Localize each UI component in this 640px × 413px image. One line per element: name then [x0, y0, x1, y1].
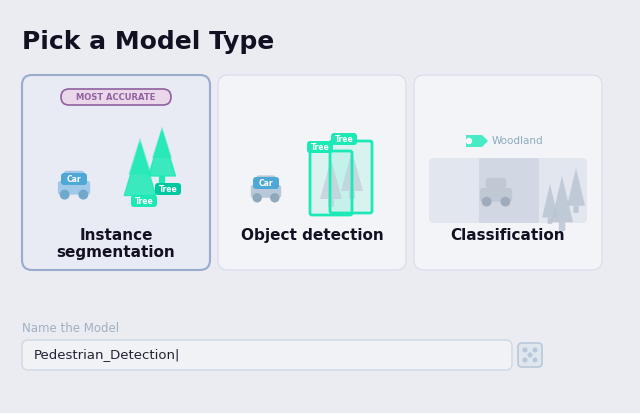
Text: Pick a Model Type: Pick a Model Type [22, 30, 275, 54]
Polygon shape [320, 159, 342, 199]
Text: Tree: Tree [335, 135, 353, 143]
Circle shape [79, 190, 88, 199]
Circle shape [501, 197, 509, 206]
Polygon shape [124, 143, 156, 195]
Polygon shape [152, 126, 172, 158]
FancyBboxPatch shape [486, 178, 506, 188]
Circle shape [271, 194, 279, 202]
FancyBboxPatch shape [307, 141, 333, 153]
Text: Pedestrian_Detection|: Pedestrian_Detection| [34, 349, 180, 361]
FancyBboxPatch shape [61, 173, 87, 185]
Text: Car: Car [259, 178, 273, 188]
FancyBboxPatch shape [257, 176, 276, 185]
Text: MOST ACCURATE: MOST ACCURATE [76, 93, 156, 102]
Polygon shape [341, 151, 363, 191]
FancyBboxPatch shape [155, 183, 181, 195]
Circle shape [524, 358, 527, 362]
Circle shape [467, 138, 472, 143]
FancyBboxPatch shape [64, 171, 84, 181]
FancyBboxPatch shape [349, 191, 355, 199]
Text: Car: Car [67, 175, 81, 183]
FancyBboxPatch shape [559, 222, 565, 231]
Polygon shape [466, 135, 488, 147]
FancyBboxPatch shape [159, 176, 165, 185]
Polygon shape [129, 138, 152, 175]
FancyBboxPatch shape [414, 75, 602, 270]
Text: Classification: Classification [451, 228, 565, 243]
FancyBboxPatch shape [251, 185, 281, 198]
Circle shape [528, 353, 532, 357]
Polygon shape [551, 176, 573, 222]
FancyBboxPatch shape [58, 181, 90, 195]
Circle shape [533, 348, 537, 352]
Text: Name the Model: Name the Model [22, 322, 119, 335]
Text: Tree: Tree [134, 197, 154, 206]
Circle shape [524, 348, 527, 352]
Circle shape [253, 194, 261, 202]
FancyBboxPatch shape [22, 340, 512, 370]
Polygon shape [148, 131, 175, 176]
Circle shape [483, 197, 491, 206]
FancyBboxPatch shape [480, 188, 512, 202]
FancyBboxPatch shape [331, 133, 357, 145]
FancyBboxPatch shape [61, 89, 171, 105]
Polygon shape [542, 184, 558, 218]
FancyBboxPatch shape [479, 158, 539, 223]
FancyBboxPatch shape [136, 195, 143, 206]
FancyBboxPatch shape [429, 158, 587, 223]
FancyBboxPatch shape [328, 199, 334, 207]
Polygon shape [567, 168, 585, 206]
FancyBboxPatch shape [131, 195, 157, 207]
Text: Tree: Tree [310, 142, 330, 152]
Circle shape [533, 358, 537, 362]
FancyBboxPatch shape [218, 75, 406, 270]
FancyBboxPatch shape [310, 151, 352, 215]
FancyBboxPatch shape [548, 218, 552, 224]
Text: Instance
segmentation: Instance segmentation [56, 228, 175, 261]
FancyBboxPatch shape [518, 343, 542, 367]
FancyBboxPatch shape [22, 75, 210, 270]
FancyBboxPatch shape [253, 177, 279, 189]
FancyBboxPatch shape [573, 206, 579, 213]
Text: Object detection: Object detection [241, 228, 383, 243]
Text: Woodland: Woodland [492, 136, 543, 146]
FancyBboxPatch shape [330, 141, 372, 213]
Text: Tree: Tree [159, 185, 177, 194]
Circle shape [60, 190, 69, 199]
